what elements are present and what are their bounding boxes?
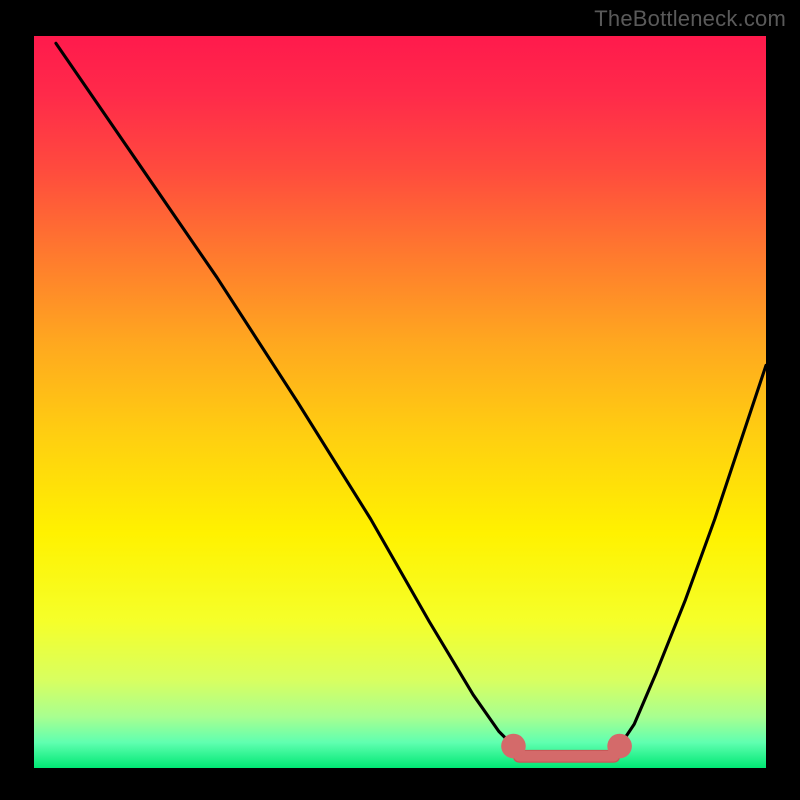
watermark-text: TheBottleneck.com	[594, 6, 786, 32]
chart-svg	[34, 36, 766, 768]
gradient-background	[34, 36, 766, 768]
range-endpoint-left	[501, 734, 526, 759]
optimal-range-band	[513, 750, 619, 762]
chart-container: TheBottleneck.com	[0, 0, 800, 800]
plot-area	[34, 36, 766, 768]
range-endpoint-right	[607, 734, 632, 759]
